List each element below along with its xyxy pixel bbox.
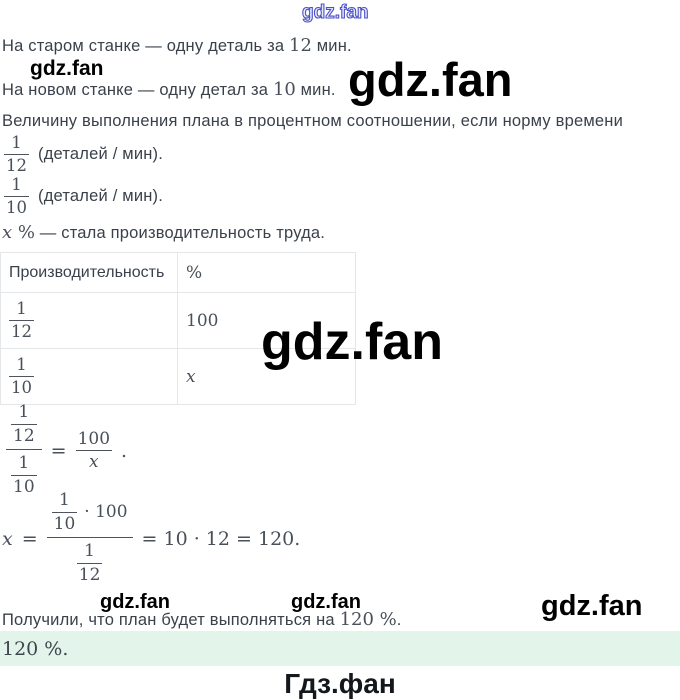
- fraction-1-10: 1 10: [4, 175, 29, 218]
- equals-sign: =: [21, 527, 38, 550]
- statement-text: На старом станке — одну деталь за: [2, 37, 290, 55]
- productivity-new-row: 1 10 (деталей / мин).: [4, 175, 164, 218]
- statement-text: На новом станке — одну детал за: [2, 81, 273, 99]
- statement-line-new-machine: На новом станке — одну детал за 10 мин.: [2, 79, 336, 100]
- numerator: 1: [16, 354, 27, 374]
- fraction-1-12: 1 12: [9, 298, 34, 341]
- denominator: 10: [11, 378, 32, 397]
- answer-value: 120 %.: [2, 637, 69, 660]
- result-percent: 120 %: [339, 609, 397, 630]
- numerator: 1: [11, 175, 22, 194]
- result-line: Получили, что план будет выполняться на …: [2, 609, 402, 630]
- fraction-bar: [11, 423, 37, 425]
- variable-x: x: [2, 527, 13, 550]
- watermark-gdzfan-bottom-1: gdz.fan: [100, 591, 170, 613]
- productivity-old-row: 1 12 (деталей / мин).: [4, 133, 164, 176]
- fraction-1-10: 1 10: [9, 354, 34, 397]
- denominator-expression: 1 12: [72, 540, 108, 586]
- statement-line-old-machine: На старом станке — одну деталь за 12 мин…: [2, 35, 352, 56]
- fraction-bar: [76, 563, 103, 565]
- fraction-1-12: 1 12: [76, 541, 103, 586]
- complex-fraction: 1 10 · 100 1 12: [46, 491, 133, 587]
- numerator: 1: [18, 402, 30, 422]
- table-row: 1 10 x: [0, 348, 356, 405]
- numerator-expression: 1 10 · 100: [47, 491, 133, 535]
- watermark-gdzfan-big-middle: gdz.fan: [261, 313, 443, 371]
- complex-fraction: 1 12 1 10: [6, 403, 42, 499]
- statement-text-unit: мин.: [311, 37, 352, 55]
- unit-label: (деталей / мин).: [38, 187, 164, 206]
- result-period: .: [396, 611, 402, 629]
- unit-label: (деталей / мин).: [38, 145, 164, 164]
- cell-fraction: 1 12: [0, 292, 178, 349]
- productivity-table: Производительность % 1 12 100 1 10 x: [0, 252, 356, 405]
- watermark-gdzfan-bottom-2: gdz.fan: [291, 591, 361, 613]
- denominator: 12: [11, 322, 32, 341]
- denominator: 10: [53, 513, 76, 534]
- table-row: 1 12 100: [0, 292, 356, 349]
- denominator: 12: [78, 565, 101, 586]
- fraction-bar: [9, 320, 34, 321]
- equation-proportion: 1 12 1 10 = 100 x .: [6, 403, 127, 499]
- fraction-bar: [4, 154, 29, 156]
- variable-x: x: [2, 222, 13, 243]
- fraction-1-12: 1 12: [4, 133, 29, 176]
- watermark-gdzfan-big-right: gdz.fan: [348, 53, 513, 106]
- fraction-100-x: 100 x: [75, 428, 113, 473]
- header-productivity: Производительность: [0, 252, 178, 293]
- lower-fraction: 1 10: [6, 452, 42, 498]
- cell-percent-value: x: [177, 348, 356, 405]
- cell-fraction: 1 10: [0, 348, 178, 405]
- footer-brand: Гдз.фан: [284, 668, 396, 699]
- numerator: 1: [59, 490, 70, 510]
- watermark-gdzfan-top: gdz.fan: [301, 1, 369, 23]
- minutes-value-new: 10: [272, 79, 296, 100]
- multiply-100: · 100: [84, 501, 128, 522]
- numerator: 100: [77, 428, 111, 449]
- upper-fraction: 1 12: [6, 403, 42, 447]
- denominator: 12: [6, 156, 27, 176]
- fraction-bar: [51, 511, 78, 513]
- fraction-bar: [11, 475, 37, 477]
- denominator: 10: [13, 477, 35, 498]
- minutes-value-old: 12: [289, 35, 312, 56]
- main-fraction-bar: [6, 449, 42, 451]
- fraction-bar: [9, 376, 34, 377]
- fraction-1-10: 1 10: [11, 454, 37, 496]
- denominator: 12: [13, 425, 35, 446]
- statement-text-unit: мин.: [295, 81, 336, 99]
- watermark-gdzfan-bottom-right: gdz.fan: [541, 590, 643, 622]
- numerator: 1: [18, 453, 30, 474]
- numerator: 1: [11, 133, 22, 152]
- equals-sign: =: [50, 439, 67, 462]
- period: .: [121, 439, 128, 462]
- statement-line-plan-percent: Величину выполнения плана в процентном с…: [2, 112, 624, 130]
- watermark-gdzfan-small-left: gdz.fan: [30, 57, 104, 80]
- denominator: x: [88, 452, 99, 473]
- fraction-1-12: 1 12: [11, 403, 37, 445]
- answer-highlight: 120 %.: [0, 631, 680, 666]
- table-header-row: Производительность %: [0, 252, 356, 293]
- statement-text: — стала производительность труда.: [34, 224, 326, 242]
- denominator: 10: [6, 198, 27, 218]
- numerator: 1: [84, 541, 95, 562]
- equation-result: = 10 · 12 = 120.: [141, 527, 301, 550]
- statement-line-x-percent: x % — стала производительность труда.: [2, 222, 325, 243]
- result-text: Получили, что план будет выполняться на: [2, 611, 340, 629]
- header-percent: %: [177, 252, 356, 293]
- main-fraction-bar: [46, 537, 133, 539]
- cell-percent-value: 100: [177, 292, 356, 349]
- fraction-bar: [75, 450, 113, 452]
- fraction-1-10: 1 10: [51, 490, 78, 534]
- numerator: 1: [16, 298, 27, 318]
- fraction-bar: [4, 196, 29, 198]
- percent-sign: %: [12, 222, 35, 243]
- equation-solution: x = 1 10 · 100 1 12 = 10 · 12 = 120.: [2, 491, 300, 587]
